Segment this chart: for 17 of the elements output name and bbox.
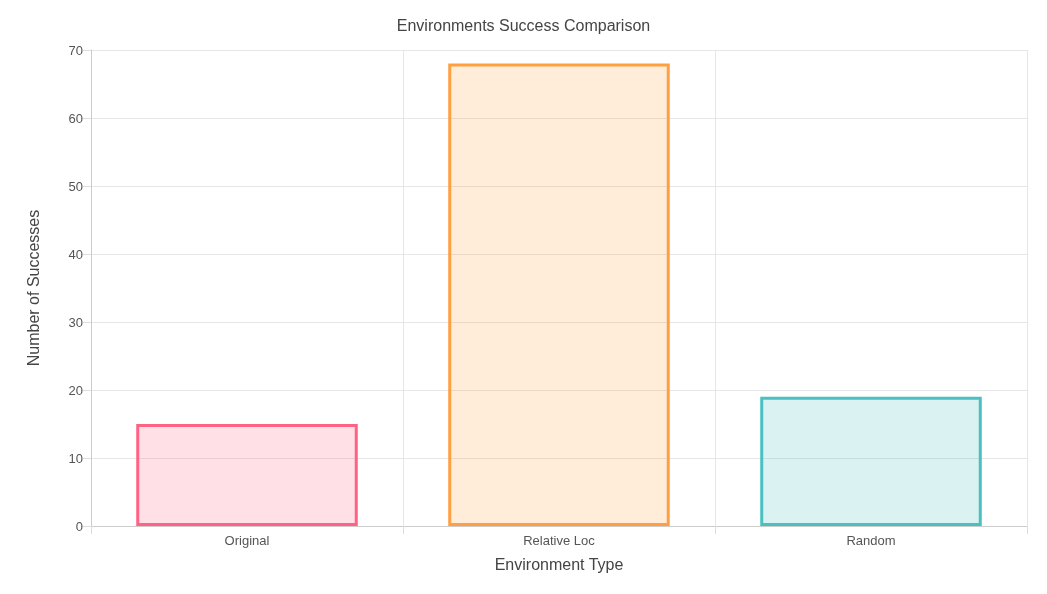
y-tick-label: 20 xyxy=(68,382,83,398)
y-axis-title: Number of Successes xyxy=(24,209,42,367)
y-tick-label: 70 xyxy=(68,42,83,58)
bar xyxy=(448,63,670,526)
y-tick-label: 30 xyxy=(68,314,83,330)
x-tick-label: Relative Loc xyxy=(523,533,596,548)
y-tick-label: 0 xyxy=(75,518,83,534)
x-tick-label: Random xyxy=(846,533,896,548)
y-tick-label: 50 xyxy=(68,178,83,194)
bar xyxy=(136,424,358,526)
bar xyxy=(760,396,982,526)
x-axis-title: Environment Type xyxy=(494,555,624,573)
x-tick-label: Original xyxy=(224,533,270,548)
chart-title: Environments Success Comparison xyxy=(396,16,651,34)
y-tick-label: 60 xyxy=(68,110,83,126)
y-tick-label: 40 xyxy=(68,246,83,262)
y-tick-label: 10 xyxy=(68,450,83,466)
